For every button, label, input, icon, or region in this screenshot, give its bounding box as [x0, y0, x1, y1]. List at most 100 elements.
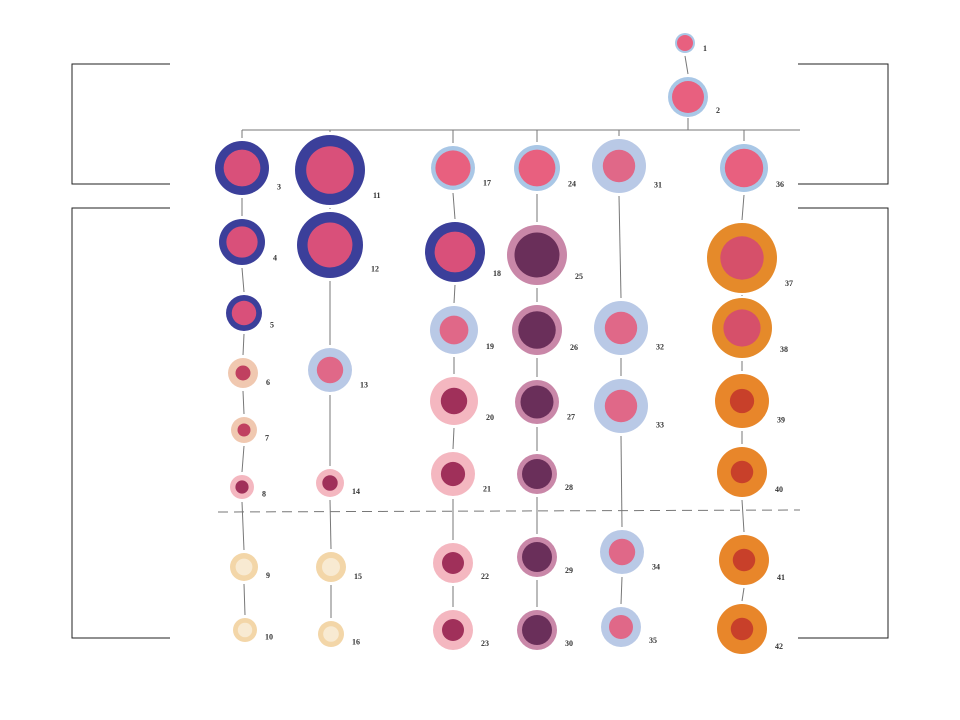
cell-nucleus: [235, 480, 249, 494]
cell-nucleus: [434, 231, 476, 273]
cell-label: 17: [483, 179, 491, 188]
cell-label: 7: [265, 433, 269, 442]
cell-nucleus: [672, 81, 704, 113]
cell-nucleus: [602, 149, 636, 183]
cell-label: 19: [486, 342, 494, 351]
cell-label: 41: [777, 573, 785, 582]
cell-label: 32: [656, 343, 664, 352]
cell-label: 23: [481, 639, 489, 648]
cell-label: 36: [776, 180, 784, 189]
cell-nucleus: [724, 148, 764, 188]
cell-nucleus: [307, 222, 353, 268]
cell-label: 9: [266, 571, 270, 580]
cell-label: 15: [354, 572, 362, 581]
cell-nucleus: [520, 385, 554, 419]
link: [741, 499, 745, 533]
cell-label: 30: [565, 639, 573, 648]
cell-label: 38: [780, 345, 788, 354]
link: [241, 501, 245, 551]
cell-nucleus: [442, 619, 464, 641]
cell-nucleus: [730, 617, 754, 641]
cell-nucleus: [235, 365, 251, 381]
link: [452, 192, 456, 220]
cell-label: 11: [373, 191, 381, 200]
cell-nucleus: [322, 475, 338, 491]
link: [741, 587, 745, 602]
cell-nucleus: [677, 35, 693, 51]
cell-nucleus: [237, 423, 251, 437]
cell-label: 16: [352, 637, 360, 646]
divider: [217, 509, 801, 513]
plate: [170, 22, 798, 698]
cell-label: 31: [654, 181, 662, 190]
cell-nucleus: [435, 150, 471, 186]
cell-label: 1: [703, 44, 707, 53]
cell-nucleus: [729, 388, 755, 414]
cell-nucleus: [440, 387, 468, 415]
link: [620, 576, 623, 605]
link: [453, 284, 456, 304]
cell-nucleus: [609, 615, 633, 639]
cell-label: 20: [486, 413, 494, 422]
cell-nucleus: [730, 460, 754, 484]
cell-nucleus: [522, 542, 552, 572]
link: [241, 445, 245, 473]
cell-label: 12: [371, 264, 379, 273]
cell-nucleus: [439, 315, 469, 345]
cell-label: 14: [352, 487, 360, 496]
cell-nucleus: [226, 226, 258, 258]
cell-label: 6: [266, 378, 270, 387]
cell-label: 40: [775, 485, 783, 494]
cell-label: 4: [273, 253, 277, 262]
cell-nucleus: [604, 311, 638, 345]
cell-nucleus: [604, 389, 638, 423]
cell-label: 18: [493, 269, 501, 278]
cell-label: 25: [575, 272, 583, 281]
cell-nucleus: [237, 622, 253, 638]
link: [741, 194, 745, 221]
cell-label: 5: [270, 320, 274, 329]
cell-label: 2: [716, 106, 720, 115]
link: [684, 55, 689, 75]
cell-label: 26: [570, 343, 578, 352]
cell-nucleus: [723, 309, 761, 347]
cell-nucleus: [235, 558, 253, 576]
cell-label: 29: [565, 566, 573, 575]
cell-nucleus: [231, 300, 257, 326]
cell-nucleus: [306, 146, 354, 194]
connectors: [217, 55, 801, 618]
cell-label: 42: [775, 642, 783, 651]
cell-label: 8: [262, 490, 266, 499]
link: [329, 499, 332, 550]
cell-nucleus: [323, 626, 339, 642]
link: [452, 427, 455, 450]
link: [241, 267, 245, 293]
cell-nucleus: [322, 558, 340, 576]
cell-nucleus: [732, 548, 756, 572]
cell-nucleus: [223, 149, 261, 187]
cell-label: 35: [649, 636, 657, 645]
cell-nucleus: [518, 311, 556, 349]
cell-label: 37: [785, 279, 793, 288]
link: [242, 333, 245, 356]
cell-nucleus: [522, 615, 552, 645]
cell-label: 33: [656, 421, 664, 430]
link: [243, 583, 246, 616]
cell-nucleus: [514, 232, 560, 278]
cell-nucleus: [522, 459, 552, 489]
cell-label: 13: [360, 381, 368, 390]
cells: 1234567891011121314151617181920212223242…: [215, 33, 793, 654]
cell-label: 24: [568, 179, 576, 188]
cell-label: 21: [483, 485, 491, 494]
cell-label: 10: [265, 633, 273, 642]
link: [620, 435, 623, 528]
cell-nucleus: [608, 538, 636, 566]
cell-label: 27: [567, 413, 575, 422]
cell-label: 22: [481, 572, 489, 581]
cell-nucleus: [440, 461, 466, 487]
cell-label: 28: [565, 483, 573, 492]
cell-nucleus: [518, 149, 556, 187]
cell-nucleus: [720, 236, 764, 280]
cell-nucleus: [442, 552, 464, 574]
